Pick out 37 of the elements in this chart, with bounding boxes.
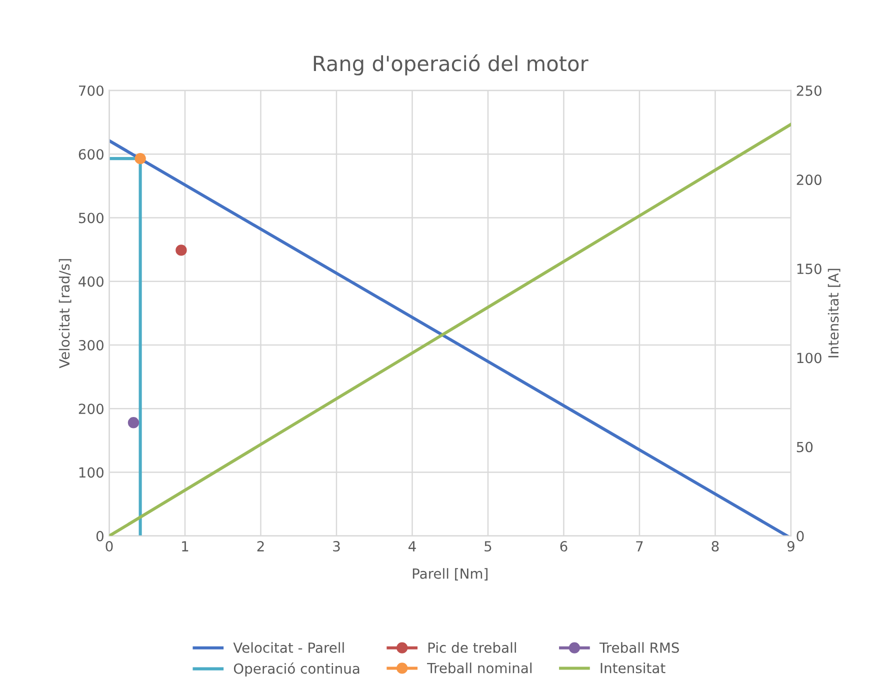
y2-tick-label: 150 [797, 264, 822, 274]
y-tick-label: 700 [79, 85, 104, 96]
y-tick-label: 400 [78, 276, 104, 287]
x-tick-label: 9 [787, 541, 794, 552]
x-tick-label: 5 [484, 541, 492, 552]
x-tick-label: 3 [333, 541, 340, 552]
y-tick-label: 0 [96, 530, 104, 542]
y2-tick-label: 50 [796, 442, 813, 452]
y-tick-label: 100 [79, 467, 104, 478]
x-axis-title: Parell [Nm] [412, 568, 488, 580]
y2-tick-label: 0 [796, 530, 804, 542]
legend-label: Velocitat - Parell [233, 642, 344, 653]
x-tick-label: 8 [712, 541, 719, 552]
y2-axis-title: Intensitat [A] [828, 268, 840, 358]
x-tick-label: 4 [408, 541, 416, 552]
x-tick-label: 7 [636, 541, 643, 552]
y2-tick-label: 200 [796, 174, 822, 186]
chart-title: Rang d'operació del motor [314, 54, 588, 76]
y-tick-label: 500 [78, 212, 104, 224]
x-tick-label: 2 [257, 541, 264, 552]
legend-label: Pic de treball [428, 642, 516, 653]
y-axis-title: Velocitat [rad/s] [58, 259, 72, 368]
x-tick-label: 6 [560, 541, 568, 552]
x-tick-label: 0 [106, 541, 113, 552]
point [128, 417, 140, 428]
y2-tick-label: 100 [797, 352, 822, 364]
point [176, 244, 187, 256]
x-tick-label: 1 [182, 541, 188, 552]
y-tick-label: 600 [78, 149, 104, 160]
legend-label: Operació continua [234, 662, 360, 677]
y2-tick-label: 250 [796, 85, 822, 96]
y-tick-label: 300 [78, 340, 104, 350]
legend-label: Treball RMS [599, 642, 679, 653]
legend-label: Intensitat [600, 662, 666, 674]
legend-label: Treball nominal [427, 662, 532, 674]
point [134, 152, 146, 164]
y-tick-label: 200 [78, 404, 104, 414]
